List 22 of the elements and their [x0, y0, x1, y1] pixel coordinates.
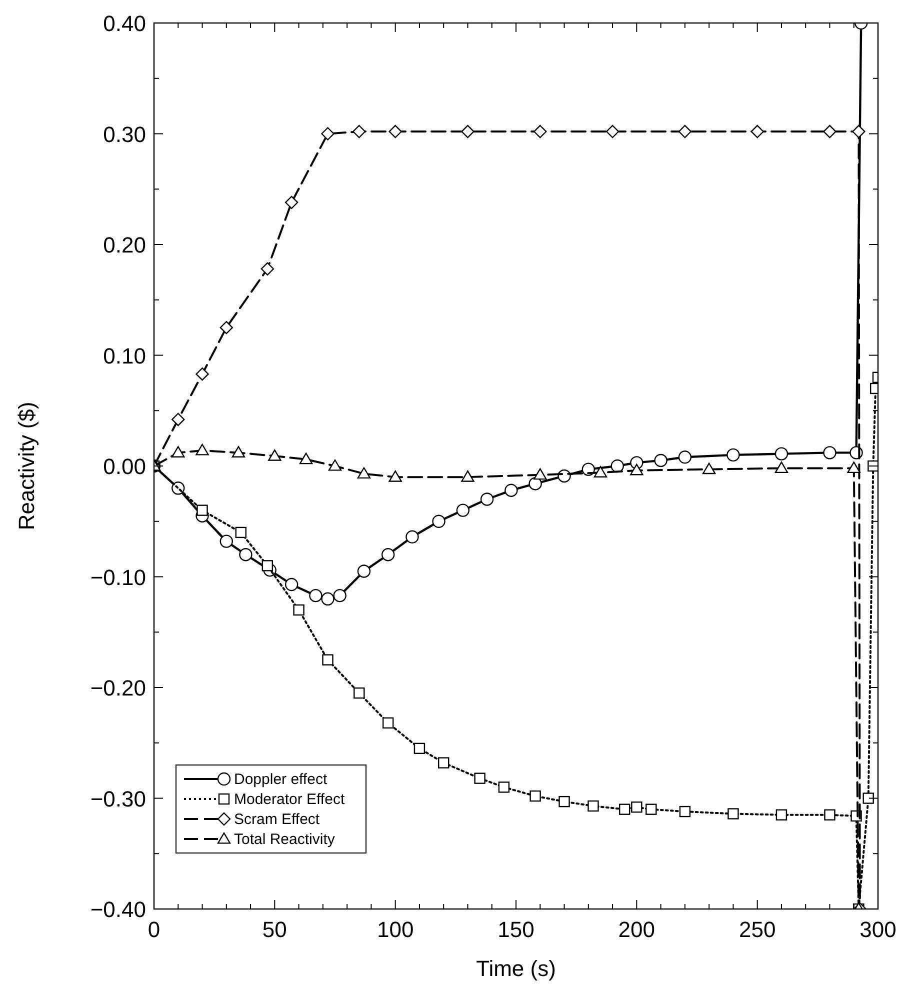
- x-tick-label: 100: [376, 917, 414, 942]
- y-tick-label: −0.40: [90, 897, 146, 922]
- x-tick-label: 300: [860, 917, 896, 942]
- legend-label: Scram Effect: [234, 811, 320, 828]
- y-tick-label: −0.30: [90, 786, 146, 812]
- x-tick-label: 150: [498, 917, 534, 942]
- y-tick-label: 0.30: [103, 122, 146, 147]
- y-tick-label: −0.20: [90, 676, 146, 700]
- x-tick-label: 250: [738, 917, 776, 942]
- y-axis-title: Reactivity ($): [14, 402, 39, 530]
- x-tick-label: 0: [148, 917, 160, 942]
- y-tick-label: −0.10: [90, 564, 146, 590]
- y-tick-label: 0.00: [103, 454, 146, 479]
- y-tick-label: 0.10: [103, 343, 146, 368]
- legend-label: Moderator Effect: [234, 791, 346, 808]
- legend-label: Total Reactivity: [234, 831, 336, 848]
- x-tick-label: 200: [618, 917, 656, 942]
- x-tick-label: 50: [262, 917, 287, 942]
- y-tick-label: 0.40: [103, 11, 146, 36]
- y-tick-label: 0.20: [103, 232, 146, 258]
- x-axis-title: Time (s): [476, 956, 556, 981]
- legend-label: Doppler effect: [234, 771, 328, 788]
